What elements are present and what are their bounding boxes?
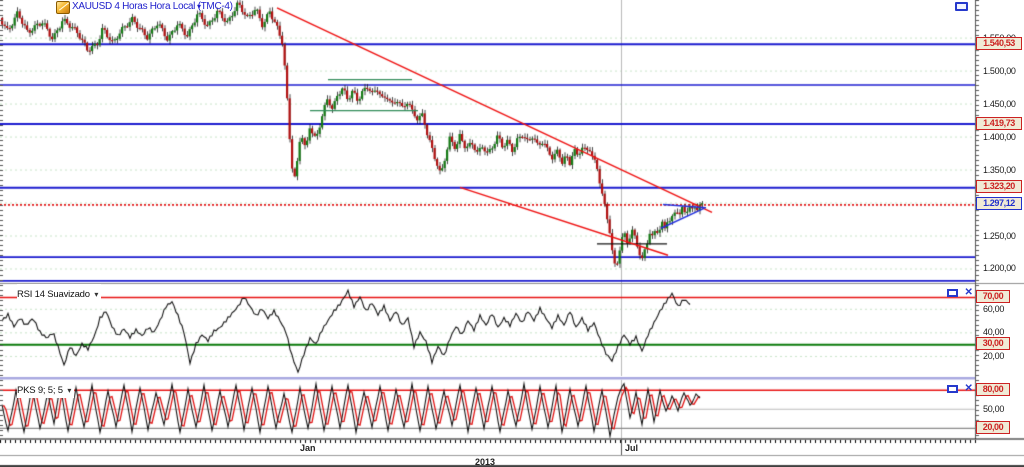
price-tick-label: 1.200,00 (983, 263, 1016, 274)
stoch-restore-icon[interactable] (947, 384, 958, 393)
rsi-tick-label: 20,00 (983, 350, 1005, 361)
rsi-label[interactable]: RSI 14 Suavizado (17, 289, 90, 300)
price-level-flag: 1.540,53 (976, 36, 1022, 50)
chevron-down-icon[interactable]: ▾ (67, 386, 72, 395)
price-tick-label: 1.250,00 (983, 230, 1016, 241)
rsi-level-flag: 30,00 (976, 337, 1010, 351)
price-tick-label: 1.500,00 (983, 65, 1016, 76)
time-axis[interactable]: Jan Jul 2013 (0, 439, 1024, 467)
stoch-label[interactable]: PKS 9; 5; 5 (17, 385, 63, 396)
instrument-gold-icon (56, 1, 70, 14)
price-tick-label: 1.450,00 (983, 98, 1016, 109)
price-tick-label: 1.400,00 (983, 131, 1016, 142)
rsi-tick-label: 40,00 (983, 327, 1005, 338)
chart-title[interactable]: XAUUSD 4 Horas Hora Local (TMC-4) (72, 1, 233, 12)
stoch-close-icon[interactable]: ✕ (964, 383, 973, 395)
chevron-down-icon[interactable]: ▾ (94, 290, 99, 299)
rsi-panel-controls: ✕ (947, 284, 973, 302)
rsi-level-flag: 70,00 (976, 289, 1010, 303)
stoch-tick-label: 50,00 (983, 403, 1005, 414)
rsi-tick-label: 60,00 (983, 303, 1005, 314)
rsi-close-icon[interactable]: ✕ (964, 287, 973, 299)
rsi-restore-icon[interactable] (947, 288, 958, 297)
month-label-jan: Jan (300, 443, 316, 453)
stoch-level-flag: 20,00 (976, 420, 1010, 434)
rsi-indicator-header[interactable]: RSI 14 Suavizado ▾ (17, 284, 102, 302)
price-level-flag: 1.297,12 (976, 197, 1022, 211)
stoch-indicator-header[interactable]: PKS 9; 5; 5 ▾ (17, 380, 75, 398)
price-level-flag: 1.419,73 (976, 116, 1022, 130)
month-label-jul: Jul (625, 443, 639, 453)
price-axis[interactable]: 1.550,001.500,001.450,001.400,001.350,00… (976, 0, 1024, 439)
stoch-panel-controls: ✕ (947, 380, 973, 398)
restore-window-icon[interactable] (955, 2, 968, 11)
chevron-down-icon[interactable]: ▾ (197, 2, 202, 11)
stoch-level-flag: 80,00 (976, 382, 1010, 396)
price-tick-label: 1.350,00 (983, 164, 1016, 175)
year-label: 2013 (474, 457, 496, 467)
price-level-flag: 1.323,20 (976, 180, 1022, 194)
